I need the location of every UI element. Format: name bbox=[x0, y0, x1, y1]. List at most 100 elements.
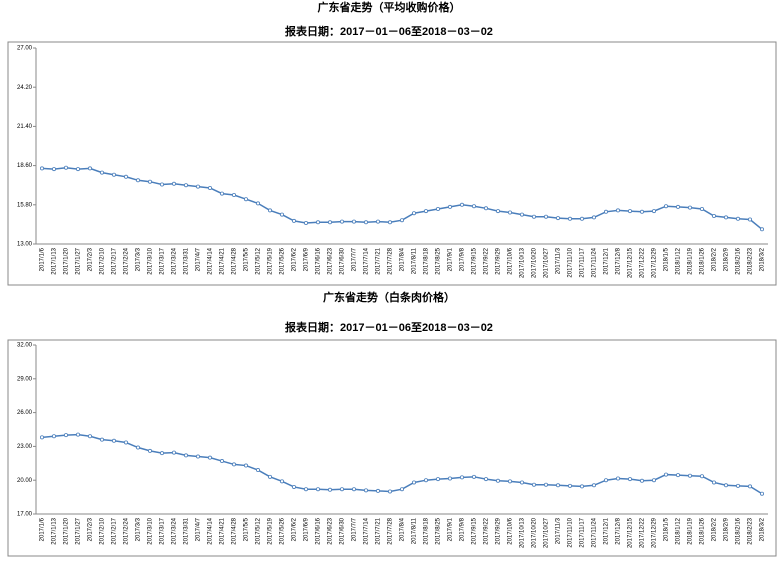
point bbox=[124, 440, 129, 445]
point bbox=[195, 454, 200, 459]
point bbox=[76, 432, 81, 437]
point bbox=[399, 218, 404, 223]
y-tick-label: 27.00 bbox=[17, 46, 33, 52]
x-tick-label: 2017/12/29 bbox=[652, 517, 658, 548]
point bbox=[267, 208, 272, 213]
x-tick-label: 2017/3/31 bbox=[184, 247, 190, 274]
point bbox=[435, 477, 440, 482]
point bbox=[291, 218, 296, 223]
point bbox=[267, 474, 272, 479]
x-tick-label: 2018/1/19 bbox=[688, 517, 694, 544]
x-tick-label: 2017/2/17 bbox=[112, 247, 118, 274]
point bbox=[243, 197, 248, 202]
point bbox=[435, 206, 440, 211]
x-tick-label: 2018/2/23 bbox=[748, 517, 754, 544]
point bbox=[183, 183, 188, 188]
point bbox=[748, 484, 753, 489]
x-tick-label: 2018/2/2 bbox=[712, 517, 718, 541]
chart-subtitle: 报表日期：2017－01－06至2018－03－02 bbox=[285, 320, 493, 334]
x-tick-label: 2018/3/2 bbox=[760, 517, 766, 541]
x-tick-label: 2017/8/18 bbox=[424, 517, 430, 544]
x-tick-label: 2018/3/2 bbox=[760, 247, 766, 271]
x-tick-label: 2017/8/11 bbox=[412, 517, 418, 544]
point bbox=[544, 214, 549, 219]
x-tick-label: 2017/1/27 bbox=[76, 517, 82, 544]
x-tick-label: 2018/1/5 bbox=[664, 247, 670, 271]
x-tick-label: 2017/12/22 bbox=[640, 517, 646, 548]
point bbox=[171, 450, 176, 455]
y-tick-label: 20.00 bbox=[17, 478, 33, 484]
x-tick-label: 2017/10/6 bbox=[508, 247, 514, 274]
point bbox=[604, 209, 609, 214]
point bbox=[375, 488, 380, 493]
x-tick-label: 2017/6/9 bbox=[304, 247, 310, 271]
point bbox=[303, 220, 308, 225]
x-tick-label: 2018/1/26 bbox=[700, 517, 706, 544]
point bbox=[520, 212, 525, 217]
x-tick-label: 2017/4/7 bbox=[196, 247, 202, 271]
point bbox=[351, 487, 356, 492]
point bbox=[628, 477, 633, 482]
x-tick-label: 2017/5/12 bbox=[256, 517, 262, 544]
point bbox=[544, 482, 549, 487]
x-tick-label: 2017/1/6 bbox=[40, 247, 46, 271]
x-tick-label: 2017/4/14 bbox=[208, 517, 214, 544]
x-tick-label: 2017/1/6 bbox=[40, 517, 46, 541]
point bbox=[147, 448, 152, 453]
point bbox=[52, 167, 57, 172]
x-tick-label: 2017/5/26 bbox=[280, 517, 286, 544]
chart-title: 广东省走势（平均收购价格） bbox=[318, 0, 461, 14]
x-tick-label: 2017/2/24 bbox=[124, 247, 130, 274]
x-tick-label: 2017/11/3 bbox=[556, 247, 562, 274]
chart-title: 广东省走势（白条肉价格） bbox=[323, 290, 455, 304]
point bbox=[628, 209, 633, 214]
point bbox=[112, 172, 117, 177]
x-tick-label: 2017/6/2 bbox=[292, 517, 298, 541]
point bbox=[64, 433, 69, 438]
point bbox=[183, 453, 188, 458]
x-tick-label: 2017/4/21 bbox=[220, 517, 226, 544]
point bbox=[231, 192, 236, 197]
point bbox=[580, 216, 585, 221]
point bbox=[423, 478, 428, 483]
point bbox=[363, 488, 368, 493]
point bbox=[532, 214, 537, 219]
point bbox=[676, 473, 681, 478]
point bbox=[724, 215, 729, 220]
point bbox=[40, 166, 45, 171]
x-tick-label: 2017/6/23 bbox=[328, 247, 334, 274]
x-tick-label: 2017/9/1 bbox=[448, 247, 454, 271]
x-tick-label: 2017/11/24 bbox=[592, 247, 598, 277]
x-tick-label: 2017/9/1 bbox=[448, 517, 454, 541]
y-tick-label: 21.40 bbox=[17, 124, 33, 130]
point bbox=[604, 478, 609, 483]
point bbox=[387, 220, 392, 225]
x-tick-label: 2017/3/10 bbox=[148, 517, 154, 544]
x-tick-label: 2017/12/15 bbox=[628, 247, 634, 278]
y-tick-label: 29.00 bbox=[17, 376, 33, 382]
x-tick-label: 2017/10/20 bbox=[532, 247, 538, 278]
x-tick-label: 2017/11/10 bbox=[568, 247, 574, 277]
point bbox=[195, 184, 200, 189]
x-tick-label: 2017/3/31 bbox=[184, 517, 190, 544]
x-tick-label: 2017/1/13 bbox=[52, 247, 58, 274]
x-tick-label: 2017/6/23 bbox=[328, 517, 334, 544]
x-tick-label: 2017/8/4 bbox=[400, 517, 406, 541]
y-tick-label: 13.00 bbox=[17, 242, 33, 248]
point bbox=[760, 227, 765, 232]
x-tick-label: 2017/10/13 bbox=[520, 247, 526, 278]
point bbox=[447, 476, 452, 481]
x-tick-label: 2017/6/2 bbox=[292, 247, 298, 271]
point bbox=[399, 487, 404, 492]
point bbox=[411, 211, 416, 216]
point bbox=[351, 219, 356, 224]
x-tick-label: 2017/4/28 bbox=[232, 247, 238, 274]
point bbox=[363, 220, 368, 225]
point bbox=[495, 209, 500, 214]
point bbox=[411, 480, 416, 485]
point bbox=[688, 205, 693, 210]
x-tick-label: 2017/10/27 bbox=[544, 517, 550, 548]
x-tick-label: 2017/3/24 bbox=[172, 517, 178, 544]
point bbox=[520, 480, 525, 485]
point bbox=[676, 204, 681, 209]
